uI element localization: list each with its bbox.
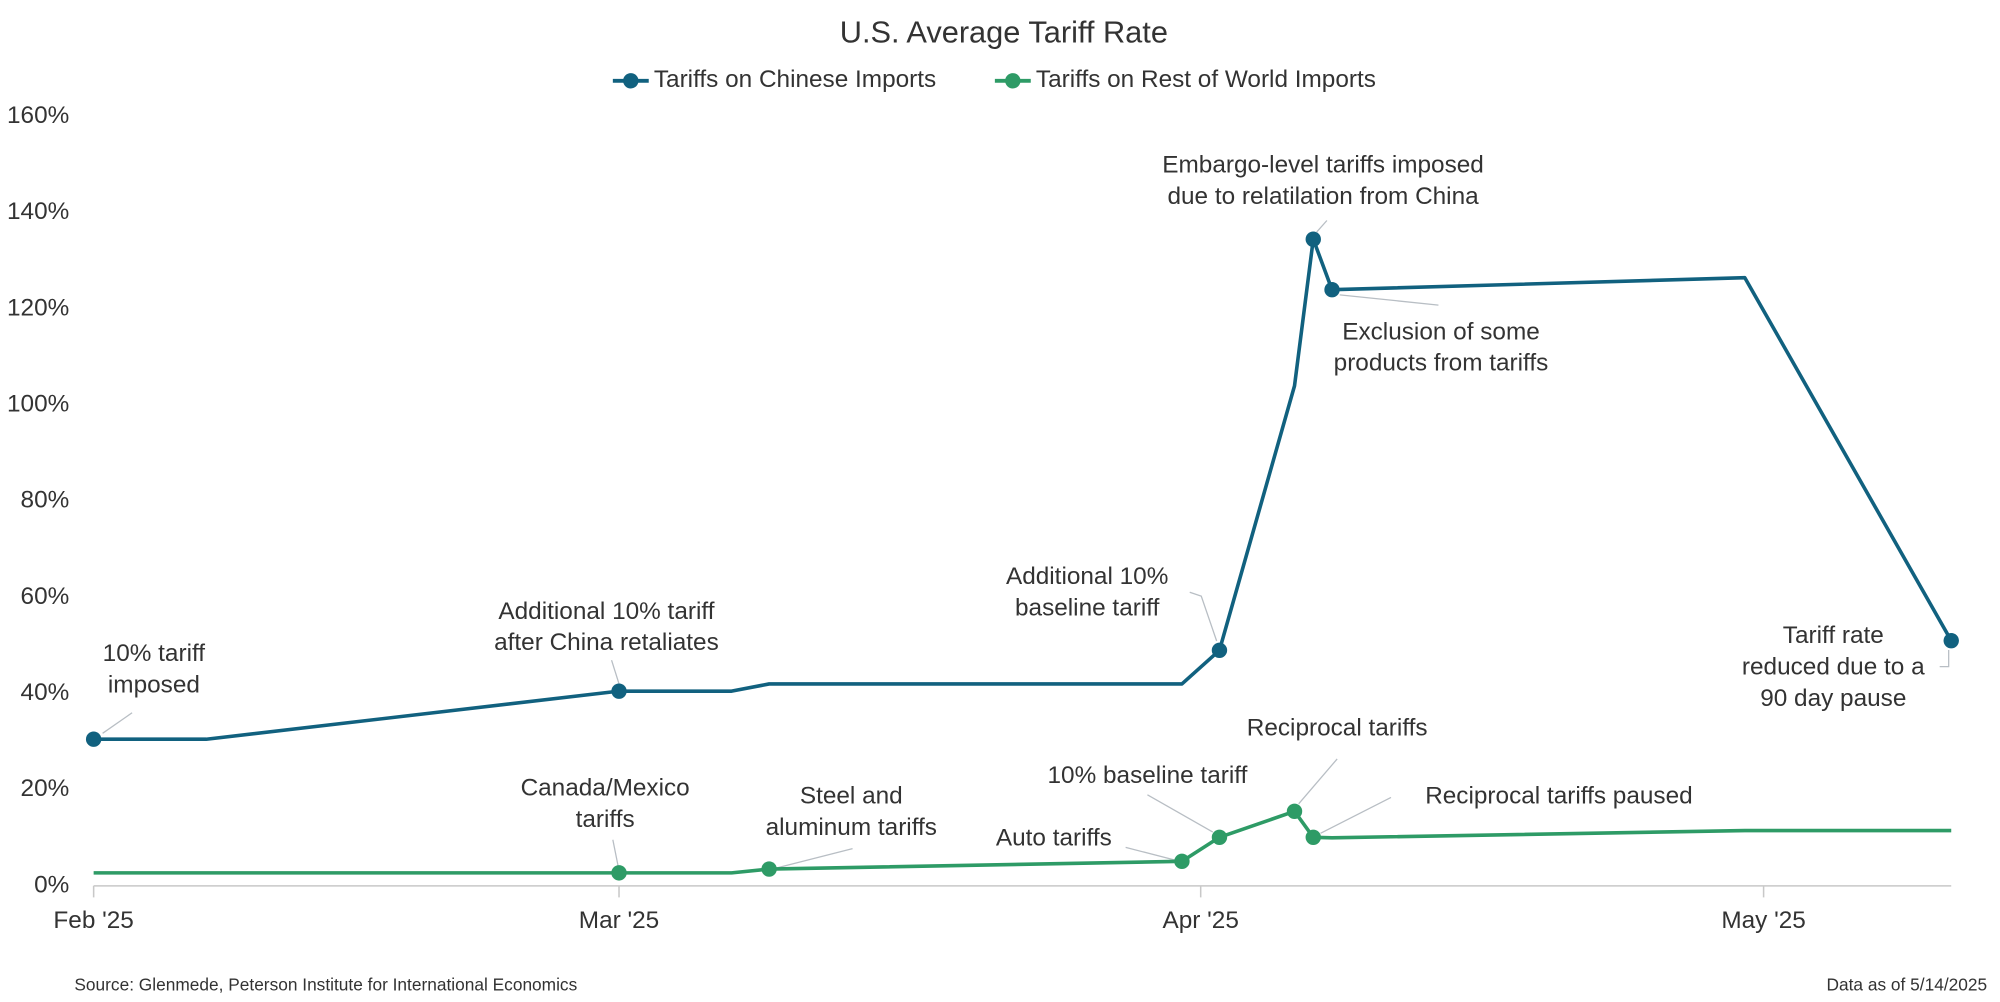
x-tick-label: Apr '25	[1163, 907, 1239, 934]
point-marker	[611, 683, 627, 699]
annotation-leader	[1125, 846, 1176, 861]
annotation-line: reduced due to a	[1742, 654, 1925, 681]
annotation: 10% baseline tariff	[1048, 762, 1248, 789]
annotation: Auto tariffs	[996, 825, 1112, 852]
annotation: Canada/Mexico tariffs	[521, 775, 690, 833]
y-tick-label: 140%	[7, 198, 69, 225]
annotation-leader	[1939, 649, 1950, 668]
x-tick-label: Feb '25	[53, 907, 133, 934]
legend-marker	[1005, 73, 1021, 89]
annotation-line: Embargo-level tariffs imposed	[1162, 152, 1484, 179]
chart-title: U.S. Average Tariff Rate	[840, 15, 1168, 50]
annotation-leader	[1189, 591, 1218, 642]
annotation-line: baseline tariff	[1015, 595, 1160, 622]
annotation-leader	[1147, 794, 1214, 833]
y-tick-label: 40%	[21, 679, 70, 706]
annotation-line: imposed	[108, 672, 200, 699]
annotation-line: products from tariffs	[1334, 350, 1549, 377]
point-marker	[1305, 231, 1321, 247]
point-marker	[1174, 853, 1190, 870]
annotation: Tariff rate reduced due to a 90 day pause	[1742, 623, 1925, 713]
y-tick-label: 60%	[21, 583, 70, 610]
point-marker	[85, 731, 102, 747]
source-note: Source: Glenmede, Peterson Institute for…	[74, 974, 577, 994]
annotation-leader	[1316, 220, 1328, 233]
annotation-line: aluminum tariffs	[766, 814, 937, 841]
annotation-leader	[612, 839, 619, 866]
annotation-line: Tariff rate	[1783, 623, 1884, 650]
annotation-line: Additional 10% tariff	[498, 598, 714, 625]
annotation-leader	[776, 848, 853, 869]
legend-label: Tariffs on Chinese Imports	[654, 66, 936, 93]
point-marker	[1211, 829, 1228, 845]
x-tick-label: Mar '25	[579, 907, 659, 934]
point-marker	[1324, 282, 1340, 298]
annotation: Additional 10% baseline tariff	[1006, 564, 1168, 622]
annotation-leader	[1339, 294, 1439, 306]
point-marker	[1286, 803, 1303, 820]
annotation-line: 10% baseline tariff	[1048, 762, 1248, 789]
y-tick-label: 120%	[7, 294, 69, 321]
legend-label: Tariffs on Rest of World Imports	[1036, 66, 1376, 93]
y-tick-label: 20%	[21, 775, 70, 802]
annotation-line: Auto tariffs	[996, 825, 1112, 852]
annotation-line: 90 day pause	[1760, 685, 1906, 712]
series-line	[93, 237, 1953, 742]
annotation: Exclusion of some products from tariffs	[1334, 319, 1549, 377]
annotation-leader	[610, 660, 620, 685]
annotation: Reciprocal tariffs paused	[1425, 783, 1692, 810]
annotation: 10% tariff imposed	[103, 641, 206, 699]
x-tick-label: May '25	[1721, 907, 1805, 934]
point-marker	[1305, 829, 1321, 845]
point-marker	[611, 865, 627, 881]
annotation-line: Reciprocal tariffs	[1247, 715, 1428, 742]
y-tick-label: 100%	[7, 391, 69, 418]
annotation-line: after China retaliates	[494, 630, 719, 657]
annotation: Reciprocal tariffs	[1247, 715, 1428, 742]
point-marker	[1211, 642, 1228, 658]
annotation-line: tariffs	[576, 807, 635, 834]
annotation: Additional 10% tariff after China retalia…	[494, 598, 719, 656]
annotation: Embargo-level tariffs imposed due to rela…	[1162, 152, 1484, 210]
data-date-note: Data as of 5/14/2025	[1827, 974, 1988, 994]
annotation-line: Canada/Mexico	[521, 775, 690, 802]
annotation-line: Reciprocal tariffs paused	[1425, 783, 1692, 810]
annotation-line: Exclusion of some	[1342, 319, 1540, 346]
series-line	[93, 809, 1952, 875]
point-marker	[1943, 632, 1959, 649]
annotation-leader	[1320, 796, 1392, 834]
annotation-line: Additional 10%	[1006, 564, 1168, 591]
y-tick-label: 0%	[34, 871, 69, 898]
annotation-line: due to relatilation from China	[1167, 184, 1479, 211]
annotation-leader	[1298, 758, 1338, 805]
annotation-line: 10% tariff	[103, 641, 206, 668]
annotation-line: Steel and	[800, 783, 903, 810]
annotation: Steel and aluminum tariffs	[766, 783, 937, 841]
point-marker	[761, 861, 777, 877]
annotation-leader	[102, 712, 133, 734]
y-tick-label: 80%	[21, 487, 70, 514]
y-tick-label: 160%	[7, 102, 69, 129]
legend-marker	[623, 73, 639, 89]
